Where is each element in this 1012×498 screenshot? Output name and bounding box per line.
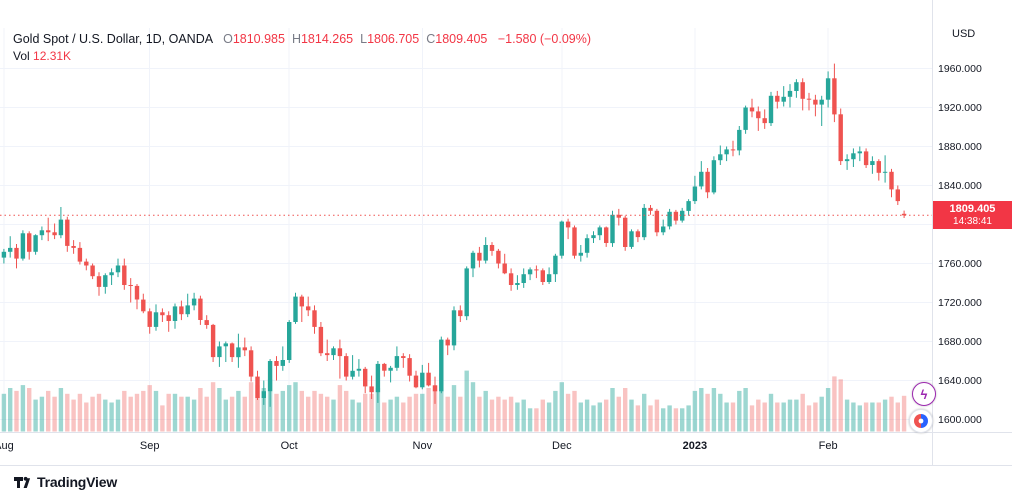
svg-text:1760.000: 1760.000 <box>938 258 982 270</box>
legend-volume-row: Vol 12.31K <box>13 49 591 63</box>
svg-text:Nov: Nov <box>413 440 433 452</box>
svg-text:1920.000: 1920.000 <box>938 102 982 114</box>
low-label: L <box>360 32 368 46</box>
svg-text:Sep: Sep <box>140 440 160 452</box>
svg-text:Aug: Aug <box>0 440 14 452</box>
svg-text:2023: 2023 <box>683 440 707 452</box>
svg-text:1720.000: 1720.000 <box>938 297 982 309</box>
grid-lines <box>0 28 932 432</box>
legend-symbol-row: Gold Spot / U.S. Dollar, 1D, OANDA O1810.… <box>13 32 591 46</box>
price-axis-labels[interactable]: 1960.0001920.0001880.0001840.0001800.000… <box>938 63 982 426</box>
last-price-value: 1809.405 <box>949 202 996 215</box>
close-value: 1809.405 <box>435 32 488 46</box>
low-value: 1806.705 <box>367 32 420 46</box>
svg-text:1880.000: 1880.000 <box>938 141 982 153</box>
open-label: O <box>223 32 233 46</box>
price-chart-canvas[interactable]: 1960.0001920.0001880.0001840.0001800.000… <box>0 0 1012 466</box>
svg-text:Feb: Feb <box>819 440 838 452</box>
candles <box>1 63 907 407</box>
bar-countdown: 14:38:41 <box>953 215 992 227</box>
globe-icon[interactable] <box>909 409 933 433</box>
lightning-icon[interactable]: ϟ <box>912 382 936 406</box>
open-value: 1810.985 <box>232 32 285 46</box>
volume-value: 12.31K <box>33 49 72 63</box>
time-axis-labels[interactable]: Aug Sep Oct Nov Dec 2023 Feb <box>0 440 838 452</box>
svg-text:Dec: Dec <box>552 440 572 452</box>
tradingview-logo-icon <box>14 476 31 488</box>
svg-text:Oct: Oct <box>281 440 298 452</box>
high-label: H <box>291 32 301 46</box>
last-price-badge: 1809.405 14:38:41 <box>933 201 1012 229</box>
high-value: 1814.265 <box>300 32 354 46</box>
volume-label[interactable]: Vol <box>13 49 30 63</box>
svg-text:1640.000: 1640.000 <box>938 375 982 387</box>
tradingview-logo[interactable]: TradingView <box>13 473 117 491</box>
symbol-title[interactable]: Gold Spot / U.S. Dollar, 1D, OANDA <box>13 32 214 46</box>
footer-bar: TradingView <box>0 466 1012 498</box>
price-scale-currency-label[interactable]: USD <box>952 28 976 40</box>
close-label: C <box>426 32 436 46</box>
svg-text:1600.000: 1600.000 <box>938 414 982 426</box>
volume-bars <box>1 370 907 432</box>
svg-text:1960.000: 1960.000 <box>938 63 982 75</box>
change-value: −1.580 (−0.09%) <box>497 32 591 46</box>
globe-icon-graphic <box>914 414 928 428</box>
svg-text:1840.000: 1840.000 <box>938 180 982 192</box>
chart-legend: Gold Spot / U.S. Dollar, 1D, OANDA O1810.… <box>13 32 591 63</box>
svg-text:1680.000: 1680.000 <box>938 336 982 348</box>
tradingview-wordmark: TradingView <box>37 474 118 490</box>
